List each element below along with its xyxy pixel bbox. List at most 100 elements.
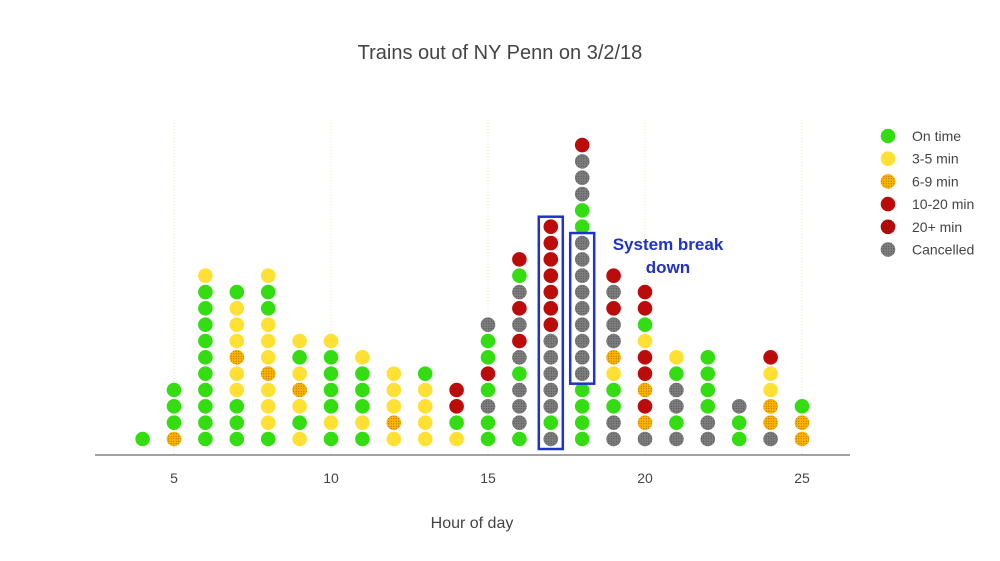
point-h8-7 (260, 317, 276, 332)
point-h18-17 (574, 154, 590, 169)
point-h18-7 (574, 317, 590, 332)
point-h6-8 (198, 301, 213, 316)
point-h11-5 (355, 350, 370, 365)
point-h6-3 (198, 382, 213, 398)
point-h7-7 (229, 317, 245, 332)
point-h6-7 (198, 317, 213, 332)
point-h17-4 (543, 366, 559, 381)
annotation-group: System break down (537, 215, 724, 451)
x-tick-25: 25 (794, 470, 810, 486)
point-h17-7 (543, 317, 559, 332)
point-h10-5 (323, 350, 339, 365)
point-h17-13 (543, 219, 559, 235)
point-h8-10 (260, 268, 276, 284)
point-h12-3 (386, 382, 402, 398)
point-h24-4 (763, 366, 778, 381)
point-h22-0 (700, 431, 716, 447)
point-h19-10 (606, 268, 621, 284)
legend-marker-m1020 (880, 196, 896, 212)
legend-label-cancelled: Cancelled (912, 242, 974, 258)
point-h10-3 (323, 382, 339, 398)
point-h8-5 (260, 350, 276, 365)
x-axis-label: Hour of day (431, 515, 514, 532)
point-h6-5 (198, 350, 213, 365)
point-h6-9 (198, 284, 213, 300)
legend-label-ontime: On time (912, 128, 961, 144)
point-h22-2 (700, 399, 716, 414)
x-tick-5: 5 (170, 470, 178, 486)
point-h12-0 (386, 431, 402, 447)
legend-item-m69: 6-9 min (880, 173, 959, 189)
point-h7-5 (229, 350, 245, 365)
legend-item-cancelled: Cancelled (880, 242, 974, 258)
point-h7-0 (229, 431, 245, 447)
point-h10-2 (323, 399, 339, 414)
point-h18-5 (574, 350, 590, 365)
point-h8-4 (260, 366, 276, 381)
point-h19-8 (606, 301, 621, 316)
point-h21-1 (669, 415, 684, 430)
point-h16-0 (512, 431, 527, 447)
point-h15-1 (480, 415, 496, 430)
point-h18-15 (574, 186, 590, 202)
point-h9-6 (292, 333, 307, 349)
chart-title: Trains out of NY Penn on 3/2/18 (358, 42, 643, 64)
point-h20-8 (637, 301, 653, 316)
legend-item-m20p: 20+ min (880, 219, 962, 235)
point-h16-6 (512, 333, 527, 349)
data-points (135, 137, 810, 447)
point-h17-12 (543, 235, 559, 251)
point-h16-9 (512, 284, 527, 300)
point-h20-5 (637, 350, 653, 365)
point-h13-0 (417, 431, 433, 447)
point-h17-3 (543, 382, 559, 398)
point-h6-1 (198, 415, 213, 430)
point-h23-2 (731, 399, 747, 414)
point-h10-0 (323, 431, 339, 447)
point-h7-6 (229, 333, 245, 349)
point-h17-2 (543, 399, 559, 414)
point-h8-3 (260, 382, 276, 398)
point-h7-8 (229, 301, 245, 316)
point-h7-9 (229, 284, 245, 300)
point-h6-10 (198, 268, 213, 284)
point-h6-0 (198, 431, 213, 447)
point-h8-2 (260, 399, 276, 414)
legend-item-m35: 3-5 min (880, 151, 959, 167)
point-h21-4 (669, 366, 684, 381)
point-h9-0 (292, 431, 307, 447)
point-h17-5 (543, 350, 559, 365)
point-h14-1 (449, 415, 464, 430)
point-h6-6 (198, 333, 213, 349)
point-h10-6 (323, 333, 339, 349)
point-h13-2 (417, 399, 433, 414)
point-h5-0 (166, 431, 182, 447)
point-h9-4 (292, 366, 307, 381)
legend-item-m1020: 10-20 min (880, 196, 974, 212)
point-h17-9 (543, 284, 559, 300)
point-h8-6 (260, 333, 276, 349)
point-h18-18 (574, 137, 590, 153)
point-h18-2 (574, 399, 590, 414)
point-h16-10 (512, 268, 527, 284)
point-h22-1 (700, 415, 716, 430)
point-h18-6 (574, 333, 590, 349)
point-h19-2 (606, 399, 621, 414)
x-tick-15: 15 (480, 470, 496, 486)
point-h12-2 (386, 399, 402, 414)
point-h10-1 (323, 415, 339, 430)
point-h18-12 (574, 235, 590, 251)
point-h16-1 (512, 415, 527, 430)
point-h25-0 (794, 431, 810, 447)
point-h21-3 (669, 382, 684, 398)
point-h20-0 (637, 431, 653, 447)
point-h11-0 (355, 431, 370, 447)
point-h18-3 (574, 382, 590, 398)
point-h22-3 (700, 382, 716, 398)
point-h6-2 (198, 399, 213, 414)
point-h18-10 (574, 268, 590, 284)
point-h18-13 (574, 219, 590, 235)
point-h18-11 (574, 252, 590, 267)
point-h15-3 (480, 382, 496, 398)
